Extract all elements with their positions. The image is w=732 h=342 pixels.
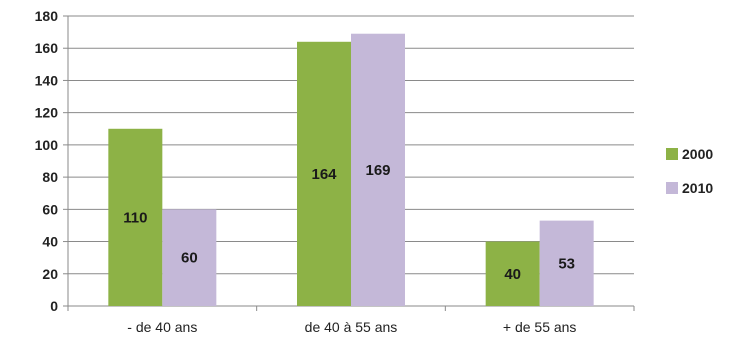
legend: 2000 2010 <box>666 146 713 196</box>
y-tick-label: 100 <box>35 137 59 153</box>
bar-2000-2 <box>485 241 540 306</box>
y-axis-ticks: 0 20 40 60 80 100 120 140 160 180 <box>35 8 68 314</box>
y-tick-label: 80 <box>42 169 58 185</box>
legend-swatch-2010 <box>666 182 678 194</box>
bars <box>108 33 594 307</box>
y-tick-label: 160 <box>35 40 59 56</box>
legend-label: 2010 <box>682 180 713 196</box>
y-tick-label: 140 <box>35 72 59 88</box>
data-label: 53 <box>558 255 575 272</box>
legend-label: 2000 <box>682 146 713 162</box>
x-category-label: - de 40 ans <box>127 319 197 335</box>
y-tick-label: 20 <box>42 266 58 282</box>
bar-2010-0 <box>162 209 217 306</box>
data-label: 40 <box>504 266 521 283</box>
bar-2010-1 <box>351 33 405 306</box>
bar-2010-2 <box>539 220 594 306</box>
bar-2000-0 <box>108 128 163 306</box>
x-axis-labels: - de 40 ans de 40 à 55 ans + de 55 ans <box>127 319 576 335</box>
y-tick-label: 0 <box>50 298 58 314</box>
y-tick-label: 180 <box>35 8 59 24</box>
data-labels: 110 60 164 169 40 53 <box>123 162 575 283</box>
x-category-label: + de 55 ans <box>503 319 577 335</box>
data-label: 164 <box>311 166 337 183</box>
data-label: 60 <box>181 250 198 267</box>
y-tick-label: 60 <box>42 201 58 217</box>
y-tick-label: 120 <box>35 105 59 121</box>
x-category-label: de 40 à 55 ans <box>305 319 398 335</box>
legend-swatch-2000 <box>666 148 678 160</box>
y-tick-label: 40 <box>42 234 58 250</box>
data-label: 169 <box>365 162 390 179</box>
bar-2000-1 <box>297 41 351 307</box>
data-label: 110 <box>123 209 147 226</box>
